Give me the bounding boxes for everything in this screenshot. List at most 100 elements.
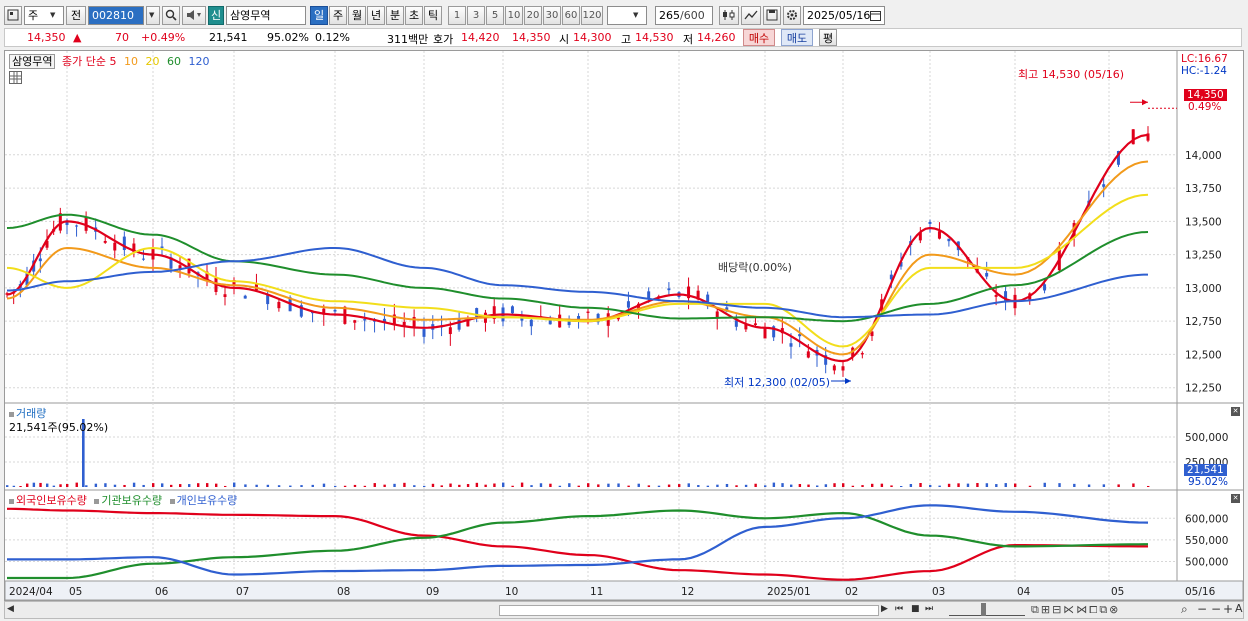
market-value: 주 — [28, 9, 39, 22]
volume-bar — [197, 483, 200, 487]
zoom-slider-handle[interactable] — [981, 603, 986, 616]
first-page-icon[interactable]: ⏮ — [895, 604, 904, 614]
candle-body — [277, 301, 281, 309]
candle-body — [113, 242, 117, 251]
drawing-tools-icon[interactable]: ⧉⊞⊟⋉⋈⧠⧉⊗ — [1031, 603, 1121, 616]
volume-bar — [132, 482, 136, 487]
volume-bar — [1087, 484, 1091, 487]
interval-30[interactable]: 30 — [543, 5, 561, 25]
speaker-icon[interactable] — [182, 5, 206, 25]
interval-5[interactable]: 5 — [486, 5, 504, 25]
volume-info: 21,541주(95.02%) — [9, 421, 109, 434]
volume-bar — [568, 483, 571, 487]
search-icon[interactable] — [162, 5, 180, 25]
volume-bar — [851, 485, 855, 487]
scroll-left-icon[interactable]: ◀ — [7, 604, 14, 614]
volume-bar — [995, 484, 998, 487]
volume-bar — [59, 484, 62, 487]
zoom-in-icon[interactable]: + — [1223, 602, 1234, 616]
tab-minute[interactable]: 분 — [386, 5, 404, 25]
last-page-icon[interactable]: ⏭ — [925, 604, 934, 614]
zoom-slider[interactable] — [949, 605, 1025, 616]
volume-bar — [842, 483, 845, 487]
scroll-toolbar: ◀ ▶ ⏮ ■ ⏭ ⧉⊞⊟⋉⋈⧠⧉⊗ ⌕ − − + A — [4, 601, 1244, 619]
font-size-icon[interactable]: A — [1235, 602, 1243, 615]
date-field[interactable]: 2025/05/16 — [803, 5, 885, 25]
interval-10[interactable]: 10 — [505, 5, 523, 25]
close-icon[interactable]: ✕ — [1231, 407, 1240, 416]
interval-custom-select[interactable]: ▼ — [607, 5, 647, 25]
data-count-field[interactable]: 265/600 — [655, 5, 713, 25]
tab-tick[interactable]: 틱 — [424, 5, 442, 25]
grid-table-icon[interactable] — [9, 71, 22, 84]
x-tick-label: 06 — [155, 586, 169, 598]
candle-body — [58, 213, 62, 231]
candle-body — [798, 334, 802, 337]
sell-button[interactable]: 매도 — [781, 29, 813, 46]
calendar-icon[interactable] — [870, 10, 881, 21]
candle-body — [466, 319, 470, 327]
x-tick-label: 10 — [505, 586, 518, 598]
current-price-tag: 14,350 — [1184, 89, 1227, 101]
interval-20[interactable]: 20 — [524, 5, 542, 25]
volume-bar — [403, 482, 406, 487]
candle-body — [860, 353, 864, 355]
candle-body — [223, 294, 227, 298]
zoom-minus-icon[interactable]: − — [1211, 602, 1222, 616]
scrollbar-thumb[interactable] — [499, 605, 879, 616]
code-dropdown-button[interactable]: ▼ — [146, 5, 160, 25]
candle-body — [763, 328, 767, 339]
chart-settings-icon[interactable] — [4, 5, 22, 25]
volume-bar — [475, 482, 479, 487]
tab-day[interactable]: 일 — [310, 5, 328, 25]
interval-1[interactable]: 1 — [448, 5, 466, 25]
volume-bar — [617, 483, 620, 487]
interval-buttons: 1 3 5 10 20 30 60 120 — [448, 5, 603, 25]
zoom-out-icon[interactable]: − — [1197, 602, 1208, 616]
save-icon[interactable] — [763, 5, 781, 25]
volume-bar — [947, 483, 951, 487]
volume-bar — [152, 483, 155, 487]
gear-icon[interactable] — [783, 5, 801, 25]
volume-bar — [289, 485, 292, 487]
volume-bar — [627, 485, 630, 487]
volume-bar — [32, 482, 36, 487]
magnifier-icon[interactable]: ⌕ — [1181, 602, 1188, 616]
buy-button[interactable]: 매수 — [743, 29, 775, 46]
holding-y-tick-label: 600,000 — [1185, 513, 1228, 525]
stock-code-input[interactable]: 002810 — [88, 5, 144, 25]
tab-year[interactable]: 년 — [367, 5, 385, 25]
candle-type-icon[interactable] — [719, 5, 739, 25]
scroll-right-icon[interactable]: ▶ — [881, 604, 888, 614]
volume-legend-marker — [9, 412, 14, 417]
volume-bar — [466, 484, 470, 487]
candle-body — [789, 343, 793, 347]
prev-button[interactable]: 전 — [66, 5, 86, 25]
interval-60[interactable]: 60 — [562, 5, 580, 25]
trend-tool-icon[interactable] — [741, 5, 761, 25]
lc-value: LC:16.67 — [1181, 53, 1228, 65]
volume-bar — [233, 482, 236, 487]
price-y-tick-label: 13,500 — [1185, 216, 1222, 228]
current-price: 14,350 — [27, 31, 66, 44]
tab-month[interactable]: 월 — [348, 5, 366, 25]
candle-body — [596, 313, 600, 323]
stop-icon[interactable]: ■ — [911, 604, 920, 614]
tab-week[interactable]: 주 — [329, 5, 347, 25]
close-icon[interactable]: ✕ — [1231, 494, 1240, 503]
price-y-tick-label: 13,750 — [1185, 183, 1222, 195]
candle-body — [333, 309, 337, 312]
price-y-tick-label: 12,750 — [1185, 316, 1222, 328]
volume-bar — [266, 484, 270, 487]
average-button[interactable]: 평 — [819, 29, 837, 46]
holding-legend-marker — [169, 499, 175, 504]
tab-second[interactable]: 초 — [405, 5, 423, 25]
chart-canvas[interactable]: 14,000 13,750 13,500 13,250 13,000 12,750 12,5… — [5, 51, 1243, 600]
market-select[interactable]: 주 ▼ — [24, 5, 64, 25]
count-total: /600 — [680, 8, 705, 22]
interval-120[interactable]: 120 — [581, 5, 603, 25]
interval-3[interactable]: 3 — [467, 5, 485, 25]
open-price: 14,300 — [573, 31, 612, 44]
x-axis-band — [5, 580, 1243, 600]
chart-area[interactable]: 14,000 13,750 13,500 13,250 13,000 12,750 12,5… — [4, 50, 1244, 601]
